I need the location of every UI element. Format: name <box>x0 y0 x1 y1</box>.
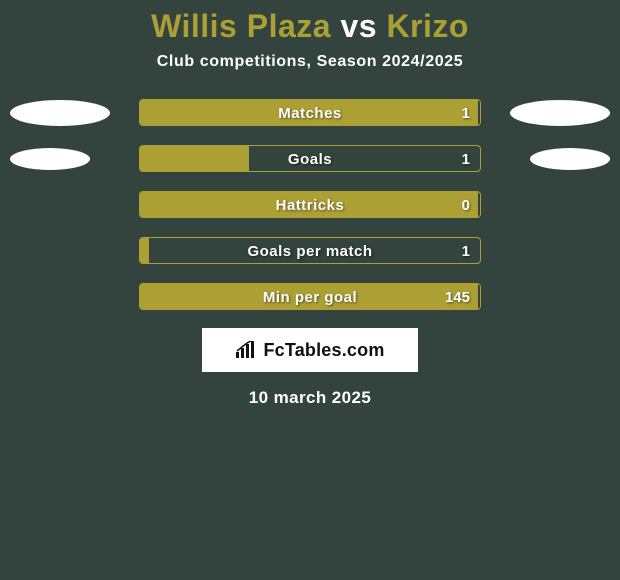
logo-text: FcTables.com <box>263 340 384 361</box>
stat-bar: Matches1 <box>139 99 481 126</box>
stat-label: Goals per match <box>140 238 480 264</box>
stat-row: Goals per match1 <box>0 237 620 264</box>
subtitle: Club competitions, Season 2024/2025 <box>0 53 620 71</box>
stat-row: Min per goal145 <box>0 283 620 310</box>
stat-value: 1 <box>462 146 470 172</box>
stat-bar-fill <box>140 238 149 263</box>
stat-bar-fill <box>140 284 478 309</box>
vs-separator: vs <box>331 8 386 44</box>
left-ellipse <box>10 100 110 126</box>
left-ellipse <box>10 148 90 170</box>
player2-name: Krizo <box>386 8 469 44</box>
chart-icon <box>235 341 257 359</box>
stat-value: 1 <box>462 238 470 264</box>
player1-name: Willis Plaza <box>151 8 331 44</box>
stat-bar: Goals1 <box>139 145 481 172</box>
right-ellipse <box>530 148 610 170</box>
comparison-title: Willis Plaza vs Krizo <box>0 0 620 47</box>
right-ellipse <box>510 100 610 126</box>
stat-bar-fill <box>140 192 478 217</box>
stat-bar: Hattricks0 <box>139 191 481 218</box>
stat-bar-fill <box>140 146 249 171</box>
stat-rows: Matches1Goals1Hattricks0Goals per match1… <box>0 99 620 310</box>
stat-bar-fill <box>140 100 478 125</box>
site-logo: FcTables.com <box>235 340 384 361</box>
stat-row: Hattricks0 <box>0 191 620 218</box>
logo-box: FcTables.com <box>202 328 418 372</box>
stat-bar: Goals per match1 <box>139 237 481 264</box>
stat-row: Goals1 <box>0 145 620 172</box>
stat-bar: Min per goal145 <box>139 283 481 310</box>
stat-row: Matches1 <box>0 99 620 126</box>
date-label: 10 march 2025 <box>0 388 620 408</box>
